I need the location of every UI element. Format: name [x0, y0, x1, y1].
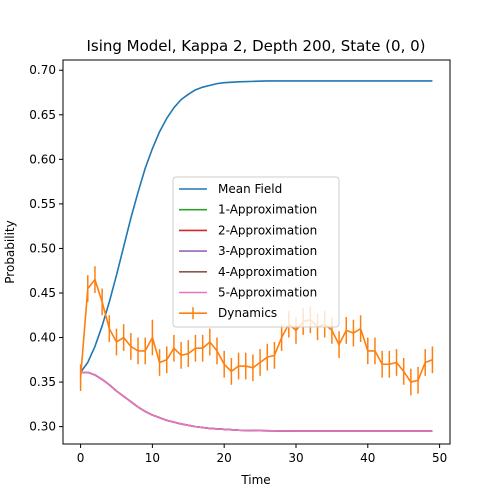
plot-area: 0 10 20 30 40 50 0.30 0.35 0.40 0.45 0.50 0.55 0.60 0… [29, 59, 451, 465]
x-tick-label: 10 [145, 451, 160, 465]
legend-label: Dynamics [218, 306, 277, 320]
y-tick-label: 0.55 [29, 197, 56, 211]
y-tick-label: 0.70 [29, 63, 56, 77]
y-tick-label: 0.65 [29, 108, 56, 122]
y-tick-label: 0.40 [29, 331, 56, 345]
legend: Mean Field 1-Approximation 2-Approximation… [172, 176, 340, 328]
y-axis-label: Probability [3, 220, 17, 283]
x-tick-label: 20 [217, 451, 232, 465]
legend-label: 4-Approximation [218, 265, 317, 279]
legend-label: 1-Approximation [218, 203, 317, 217]
legend-label: 3-Approximation [218, 244, 317, 258]
y-tick-label: 0.30 [29, 420, 56, 434]
chart-title: Ising Model, Kappa 2, Depth 200, State (… [86, 37, 425, 55]
series-line-mean-field [79, 80, 433, 373]
y-tick-label: 0.50 [29, 241, 56, 255]
x-tick-label: 30 [288, 451, 303, 465]
x-tick-label: 40 [360, 451, 375, 465]
legend-label: 2-Approximation [218, 223, 317, 237]
x-tick-label: 0 [77, 451, 85, 465]
legend-label: Mean Field [218, 182, 282, 196]
x-tick-label: 50 [432, 451, 447, 465]
series-line-dynamics [79, 278, 433, 383]
series-line-5-approximation [80, 371, 433, 432]
y-tick-label: 0.45 [29, 286, 56, 300]
x-axis-label: Time [240, 473, 270, 487]
legend-label: 5-Approximation [218, 286, 317, 300]
axes-frame [62, 59, 451, 445]
y-tick-label: 0.60 [29, 152, 56, 166]
legend-box [172, 176, 340, 328]
y-tick-label: 0.35 [29, 375, 56, 389]
